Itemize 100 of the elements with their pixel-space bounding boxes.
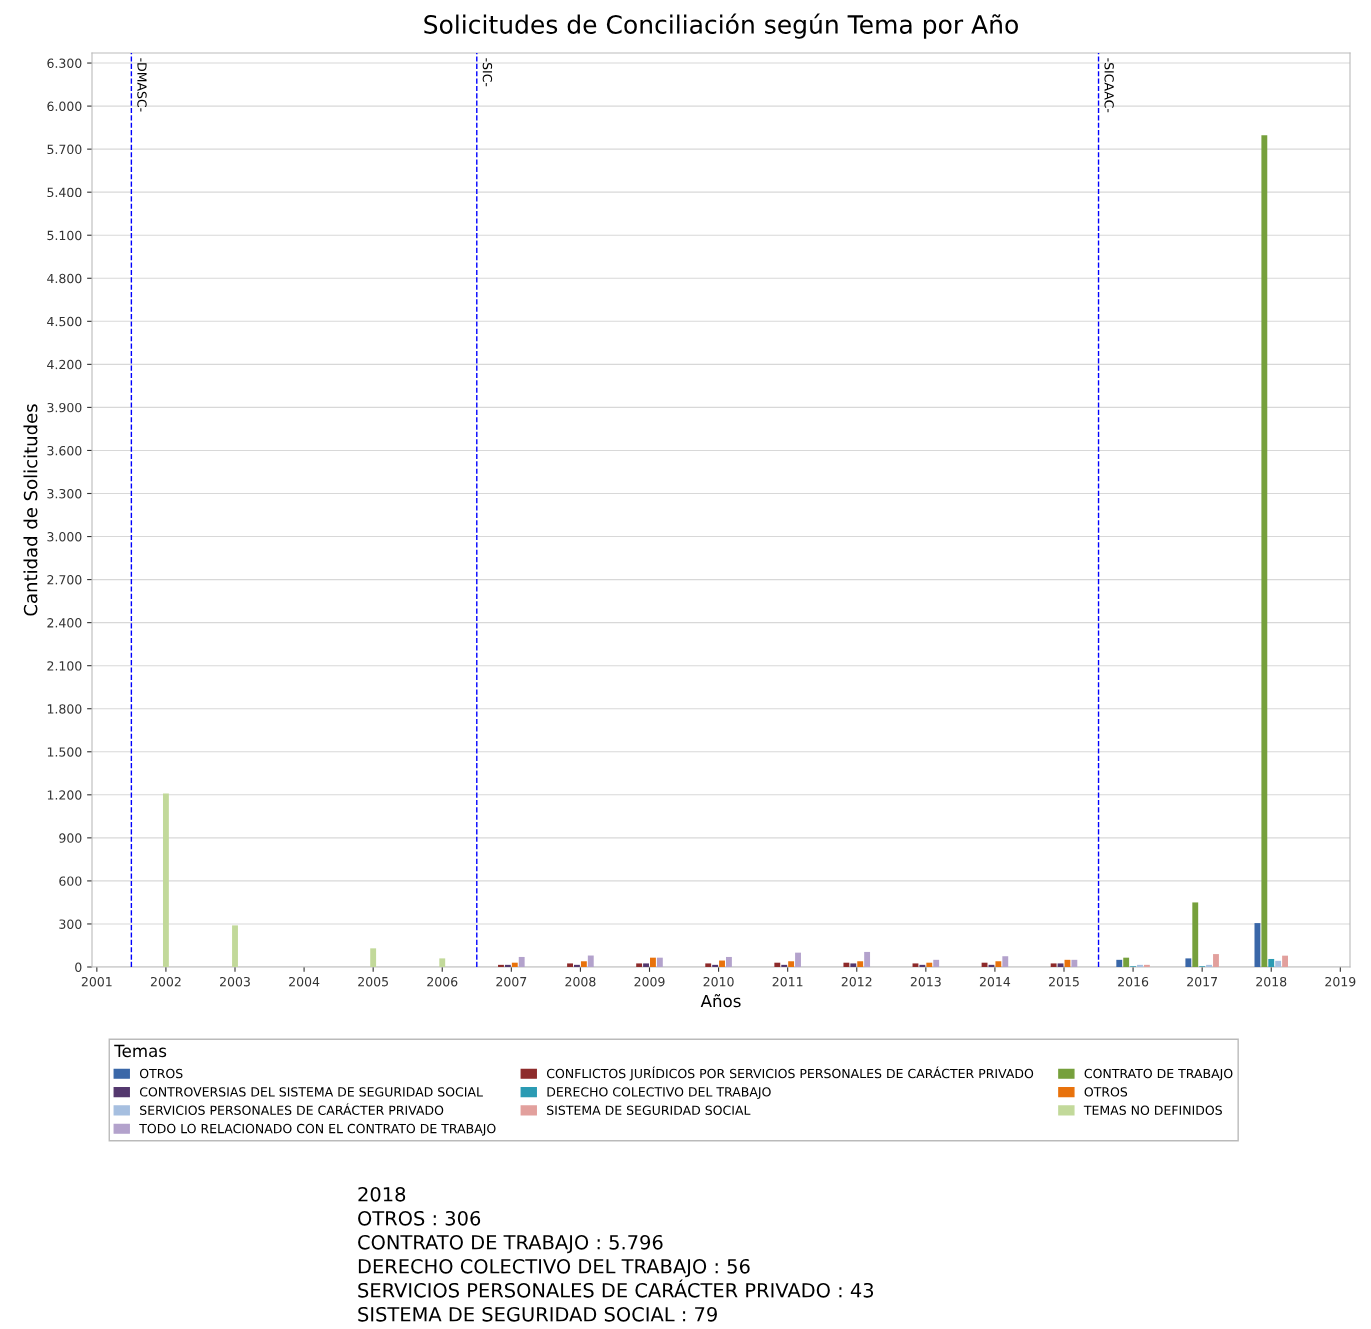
bar [1071,959,1078,967]
x-axis-title: Años [700,994,741,1008]
x-tick-label: 2005 [358,976,388,987]
bar [567,963,573,967]
y-tick-label: 3.600 [47,445,82,456]
bar [1050,963,1057,967]
text: DERECHO COLECTIVO DEL TRABAJO : 56 [358,1258,750,1278]
bar [850,963,857,967]
y-tick-label: 6.300 [47,58,82,68]
ref-line-label: -SIC- [482,58,493,87]
bar [1002,956,1009,967]
bar [518,956,525,967]
bar [1254,923,1261,967]
x-tick-label: 2014 [979,976,1011,987]
y-tick-label: 2.700 [47,575,82,585]
legend-label: OTROS [139,1068,183,1079]
bar [774,962,781,967]
y-tick-label: 5.400 [47,187,82,198]
legend-title: Temas [114,1044,167,1058]
bar [1143,964,1150,967]
y-tick-label: 4.800 [47,273,82,284]
bar [1192,902,1199,967]
text: OTROS : 306 [358,1210,481,1226]
bar [781,964,788,967]
bar [1275,960,1282,967]
bar [1206,964,1213,967]
x-tick-label: 2006 [427,976,458,987]
bar [1116,959,1123,967]
text: CONTRATO DE TRABAJO : 5.796 [358,1234,663,1254]
bar [1268,958,1275,967]
y-tick-label: 4.200 [47,359,82,370]
bar [933,959,940,967]
y-tick-label: 5.100 [47,230,82,241]
legend-label: CONFLICTOS JURÍDICOS POR SERVICIOS PERSONALES DE CARÁCTER PRIVADO [546,1066,1034,1081]
text: SERVICIOS PERSONALES DE CARÁCTER PRIVADO : 43 [358,1279,874,1298]
bar [912,963,919,967]
y-tick-label: 1.500 [47,747,82,757]
bar [843,962,850,967]
x-tick-label: 2002 [150,976,181,987]
text: 2018 [358,1186,406,1202]
y-axis-title: Cantidad de Solicitudes [23,404,38,616]
x-tick-label: 2013 [910,976,941,987]
bar [864,951,871,967]
legend-label: DERECHO COLECTIVO DEL TRABAJO [547,1087,771,1099]
x-tick-label: 2003 [220,976,250,987]
y-tick-label: 2.100 [47,661,82,671]
bar [643,963,649,967]
bar [995,961,1002,967]
bar [574,964,580,967]
y-tick-label: 3.900 [47,402,82,413]
bar [1137,964,1143,967]
ref-line-label: -SICAAC- [1104,58,1114,113]
bar [370,948,377,967]
bar [719,960,725,967]
bar [1261,135,1268,967]
x-tick-label: 2001 [81,976,112,987]
y-tick-label: 4.500 [47,316,82,327]
y-tick-label: 1.800 [47,704,82,714]
bar [498,964,504,967]
legend-label: SISTEMA DE SEGURIDAD SOCIAL [547,1105,751,1115]
y-tick-label: 5.700 [47,144,82,155]
bar [705,963,712,967]
x-tick-label: 2008 [565,976,596,987]
x-tick-label: 2017 [1187,976,1217,987]
bar [439,958,446,967]
y-tick-label: 6.000 [47,101,82,112]
y-tick-label: 600 [59,876,82,886]
bar [580,961,587,967]
y-tick-label: 3.300 [47,488,82,499]
legend-label: CONTROVERSIAS DEL SISTEMA DE SEGURIDAD SOCIAL [139,1087,483,1097]
x-tick-label: 2018 [1256,976,1287,987]
bar [1185,958,1192,967]
x-tick-label: 2016 [1118,976,1149,987]
y-tick-label: 1.200 [47,790,82,800]
y-tick-label: 2.400 [47,618,82,628]
bar [1123,957,1130,967]
bar [511,962,518,967]
bar [1057,963,1064,967]
bar [232,925,238,967]
ref-line-label: -DMASC- [137,58,147,112]
x-tick-label: 2012 [841,976,872,987]
bar [650,957,656,967]
x-tick-label: 2010 [703,976,734,987]
y-tick-label: 300 [59,919,82,929]
bar [926,962,933,967]
bar [795,952,801,967]
bar [587,955,594,967]
bar [788,961,795,967]
legend-label: OTROS [1084,1087,1128,1097]
bar [857,961,864,967]
bar [162,793,169,967]
y-tick-label: 0 [75,962,82,972]
legend-label: TEMAS NO DEFINIDOS [1083,1105,1222,1115]
x-tick-label: 2015 [1049,976,1079,987]
legend-label: SERVICIOS PERSONALES DE CARÁCTER PRIVADO [140,1103,444,1115]
legend-label: TODO LO RELACIONADO CON EL CONTRATO DE TRABAJO [139,1123,496,1136]
bar [1282,955,1288,967]
legend-label: CONTRATO DE TRABAJO [1084,1068,1233,1081]
bar [1213,954,1219,967]
text: SISTEMA DE SEGURIDAD SOCIAL : 79 [358,1306,717,1322]
